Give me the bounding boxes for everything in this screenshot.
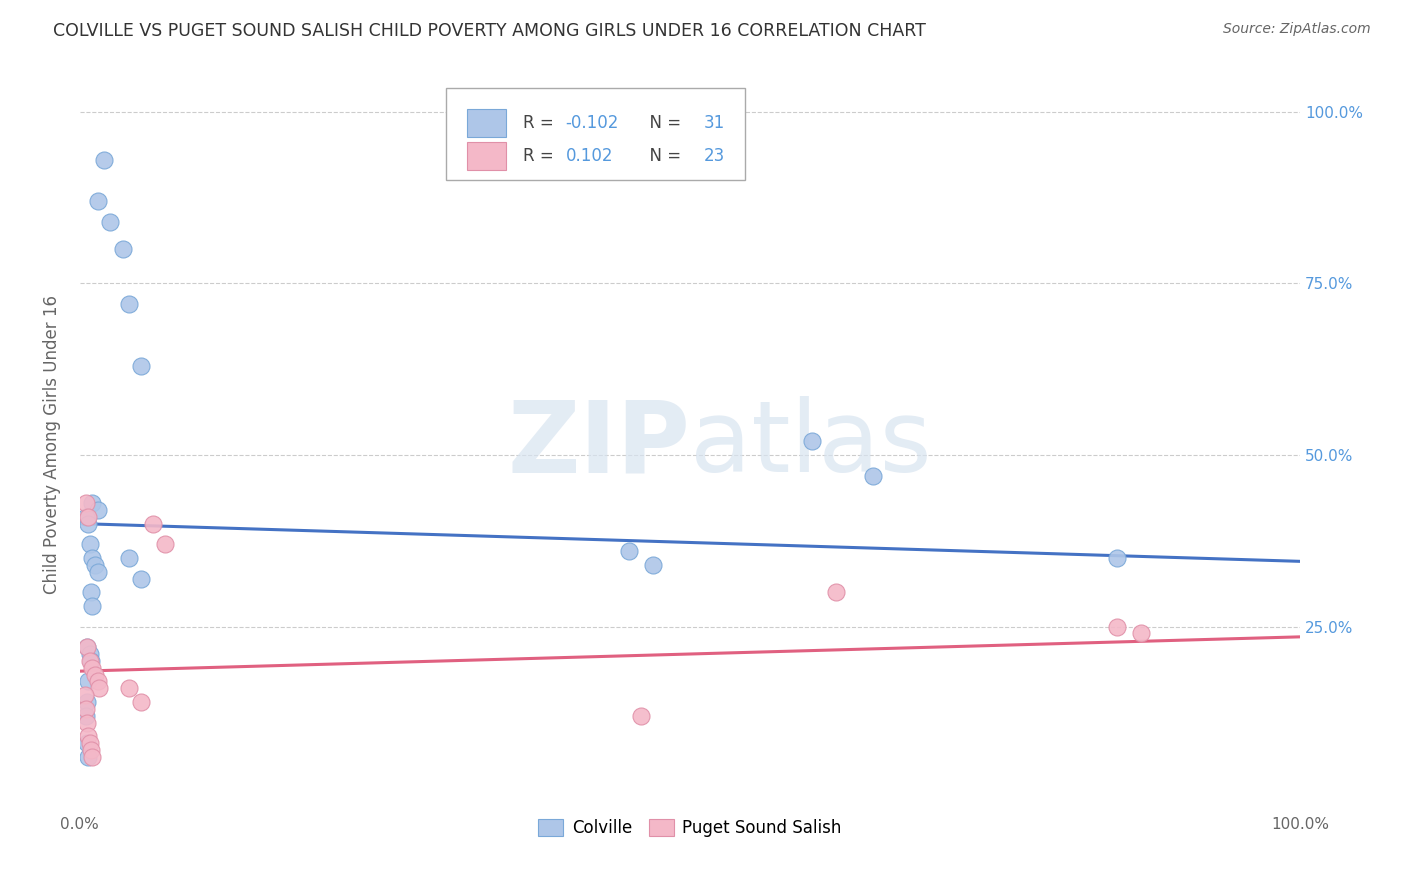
Point	[83, 558, 105, 572]
Point	[118, 297, 141, 311]
Point	[79, 647, 101, 661]
Point	[118, 550, 141, 565]
Point	[87, 194, 110, 208]
Point	[89, 681, 111, 696]
Point	[79, 537, 101, 551]
Point	[1105, 550, 1128, 565]
Point	[77, 509, 100, 524]
Text: ZIP: ZIP	[508, 396, 690, 493]
Point	[87, 674, 110, 689]
Point	[76, 640, 98, 654]
Point	[862, 468, 884, 483]
Text: 0.102: 0.102	[565, 147, 613, 165]
Y-axis label: Child Poverty Among Girls Under 16: Child Poverty Among Girls Under 16	[44, 295, 60, 594]
Point	[75, 496, 97, 510]
Point	[76, 736, 98, 750]
Point	[80, 599, 103, 613]
Text: R =: R =	[523, 114, 558, 132]
FancyBboxPatch shape	[467, 109, 506, 137]
Point	[80, 750, 103, 764]
Text: -0.102: -0.102	[565, 114, 619, 132]
Point	[77, 516, 100, 531]
Point	[1105, 619, 1128, 633]
Point	[79, 736, 101, 750]
Point	[111, 242, 134, 256]
Point	[80, 654, 103, 668]
Point	[129, 359, 152, 373]
Point	[155, 537, 177, 551]
Point	[77, 730, 100, 744]
Point	[118, 681, 141, 696]
Text: Source: ZipAtlas.com: Source: ZipAtlas.com	[1223, 22, 1371, 37]
Point	[77, 674, 100, 689]
Point	[76, 695, 98, 709]
Point	[630, 708, 652, 723]
Point	[76, 715, 98, 730]
Point	[643, 558, 665, 572]
Point	[80, 585, 103, 599]
Text: COLVILLE VS PUGET SOUND SALISH CHILD POVERTY AMONG GIRLS UNDER 16 CORRELATION CH: COLVILLE VS PUGET SOUND SALISH CHILD POV…	[53, 22, 927, 40]
Point	[80, 550, 103, 565]
Point	[80, 743, 103, 757]
Point	[76, 640, 98, 654]
Legend: Colville, Puget Sound Salish: Colville, Puget Sound Salish	[531, 813, 848, 844]
Point	[87, 565, 110, 579]
Point	[75, 509, 97, 524]
Text: N =: N =	[638, 147, 686, 165]
Text: N =: N =	[638, 114, 686, 132]
Text: atlas: atlas	[690, 396, 932, 493]
Point	[75, 702, 97, 716]
Point	[83, 667, 105, 681]
Point	[87, 503, 110, 517]
Point	[142, 516, 165, 531]
Text: 31: 31	[703, 114, 724, 132]
FancyBboxPatch shape	[446, 88, 745, 180]
Point	[825, 585, 848, 599]
Point	[617, 544, 640, 558]
Point	[93, 153, 115, 167]
Point	[75, 708, 97, 723]
Point	[77, 750, 100, 764]
Point	[129, 572, 152, 586]
Point	[73, 688, 96, 702]
Text: 23: 23	[703, 147, 724, 165]
FancyBboxPatch shape	[467, 142, 506, 170]
Point	[79, 654, 101, 668]
Point	[80, 496, 103, 510]
Point	[800, 434, 823, 449]
Text: R =: R =	[523, 147, 558, 165]
Point	[129, 695, 152, 709]
Point	[80, 661, 103, 675]
Point	[1130, 626, 1153, 640]
Point	[100, 214, 122, 228]
